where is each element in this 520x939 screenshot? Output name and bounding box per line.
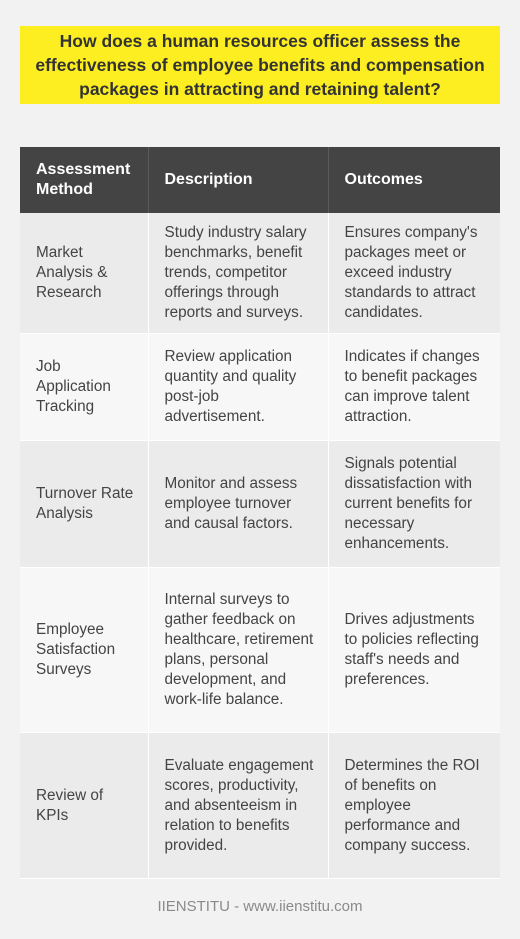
table-row: Turnover Rate Analysis Monitor and asses… — [20, 440, 500, 568]
outcome-cell: Signals potential dissatisfaction with c… — [327, 440, 500, 568]
description-cell: Monitor and assess employee turnover and… — [147, 440, 328, 568]
page-title: How does a human resources officer asses… — [35, 31, 485, 99]
title-banner: How does a human resources officer asses… — [20, 26, 500, 104]
method-cell: Employee Satisfaction Surveys — [20, 567, 148, 733]
header-outcomes: Outcomes — [327, 147, 500, 213]
table-row: Review of KPIs Evaluate engagement score… — [20, 732, 500, 879]
table-header: Assessment Method Description Outcomes — [20, 147, 500, 213]
method-cell: Turnover Rate Analysis — [20, 440, 148, 568]
table-row: Employee Satisfaction Surveys Internal s… — [20, 567, 500, 733]
footer-credit: IIENSTITU - www.iienstitu.com — [157, 898, 363, 915]
table-row: Market Analysis & Research Study industr… — [20, 213, 500, 334]
method-cell: Review of KPIs — [20, 732, 148, 879]
method-cell: Job Application Tracking — [20, 333, 148, 441]
header-row: Assessment Method Description Outcomes — [20, 147, 500, 213]
description-cell: Review application quantity and quality … — [147, 333, 328, 441]
description-cell: Study industry salary benchmarks, benefi… — [147, 213, 328, 334]
description-cell: Internal surveys to gather feedback on h… — [147, 567, 328, 733]
description-cell: Evaluate engagement scores, productivity… — [147, 732, 328, 879]
table-body: Market Analysis & Research Study industr… — [20, 213, 500, 879]
table-row: Job Application Tracking Review applicat… — [20, 333, 500, 441]
header-assessment-method: Assessment Method — [20, 147, 148, 213]
assessment-table: Assessment Method Description Outcomes M… — [20, 147, 500, 879]
header-description: Description — [147, 147, 328, 213]
method-cell: Market Analysis & Research — [20, 213, 148, 334]
outcome-cell: Ensures company's packages meet or excee… — [327, 213, 500, 334]
outcome-cell: Determines the ROI of benefits on employ… — [327, 732, 500, 879]
outcome-cell: Indicates if changes to benefit packages… — [327, 333, 500, 441]
outcome-cell: Drives adjustments to policies reflectin… — [327, 567, 500, 733]
